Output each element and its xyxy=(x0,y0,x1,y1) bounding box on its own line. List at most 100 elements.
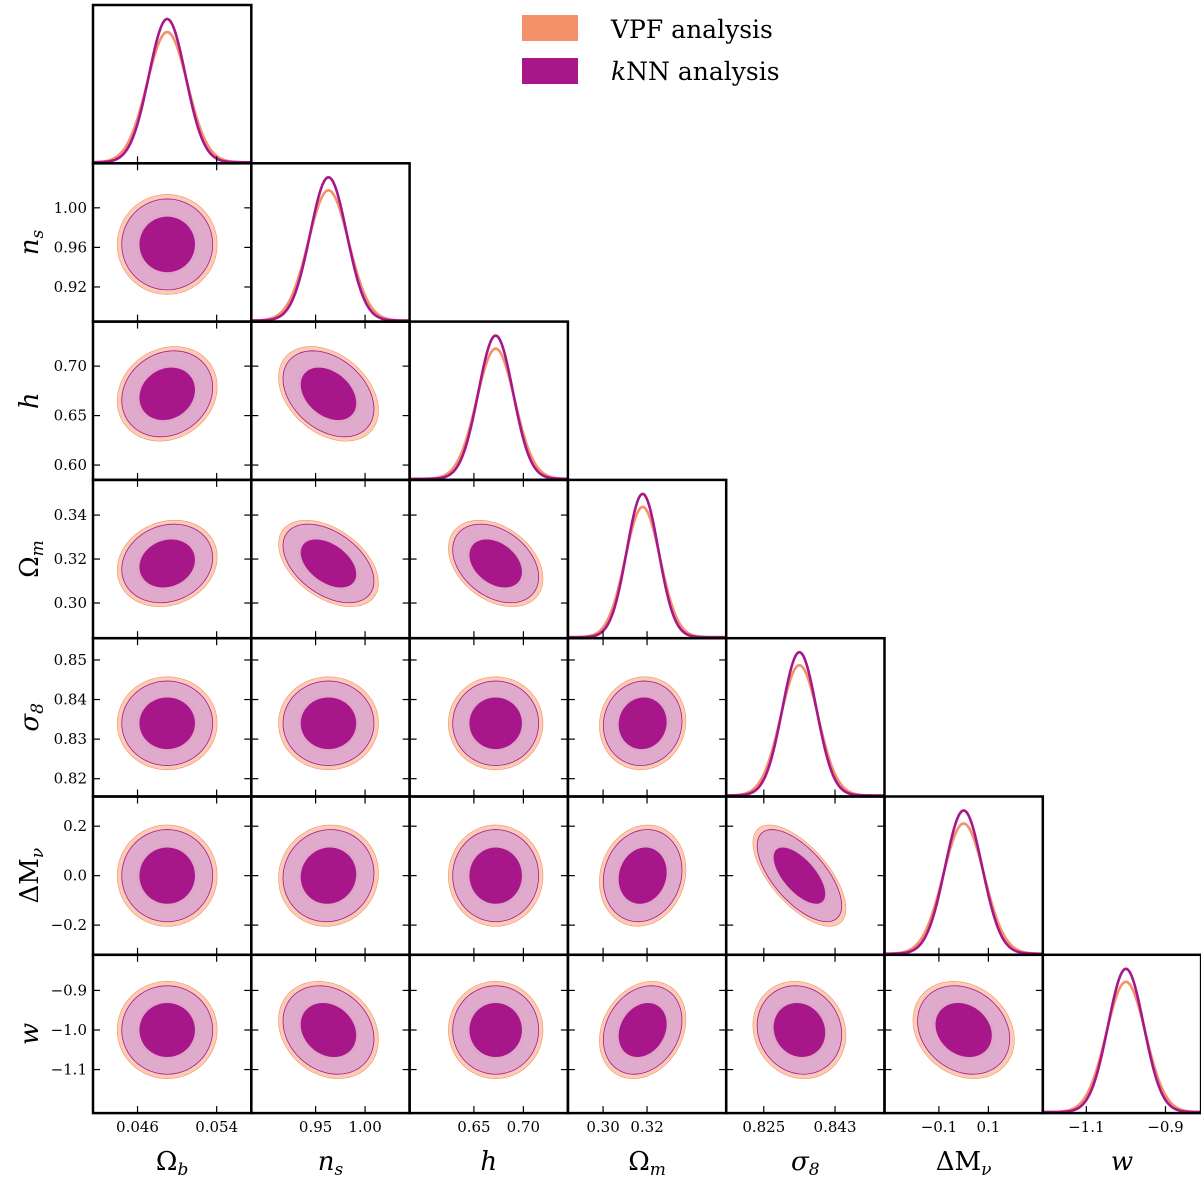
contour-knn-1sigma xyxy=(618,847,667,904)
contour-knn-1sigma xyxy=(469,539,522,588)
panel-dMnu-h xyxy=(408,795,570,957)
x-tick-label: 0.32 xyxy=(630,1118,663,1136)
legend-swatch-vpf xyxy=(522,15,578,41)
x-tick-label: 0.65 xyxy=(457,1118,490,1136)
marginal-vpf-line xyxy=(726,663,885,797)
panel-dMnu-s8 xyxy=(724,795,886,957)
x-tick-label: 0.843 xyxy=(814,1118,857,1136)
x-tick-label: −0.9 xyxy=(1147,1118,1183,1136)
panel-h-Ob: 0.60 0.65 0.70 xyxy=(54,320,253,482)
panel-h-ns xyxy=(250,320,411,482)
panel-body xyxy=(409,334,568,480)
legend-label-knn-k: k xyxy=(611,57,626,86)
panel-body xyxy=(116,981,218,1079)
panel-body xyxy=(116,824,218,927)
panel-dMnu-Om xyxy=(566,795,728,957)
y-tick-label: 0.2 xyxy=(63,817,87,835)
panel-w-ns: 0.95 1.00 xyxy=(250,953,411,1136)
y-tick-label: 0.32 xyxy=(54,550,87,568)
panel-Om-h xyxy=(408,478,570,640)
panel-Om-ns xyxy=(250,478,411,640)
panel-body xyxy=(116,346,218,442)
x-axis-label-Om-sub: m xyxy=(650,1160,666,1180)
y-tick-label: 0.70 xyxy=(54,357,87,375)
panel-frame xyxy=(91,3,253,165)
x-tick-label: 1.00 xyxy=(348,1118,381,1136)
x-axis-label-ns-base: n xyxy=(318,1147,335,1177)
panel-w-dMnu: −0.1 0.1 xyxy=(883,953,1045,1136)
panel-w-Om: 0.30 0.32 xyxy=(566,953,728,1136)
contour-knn-1sigma xyxy=(618,697,667,750)
x-axis-label-s8-sub: 8 xyxy=(809,1160,820,1180)
y-axis-label-h-base: h xyxy=(15,392,45,409)
panel-s8-Ob: 0.82 0.83 0.84 0.85 xyxy=(54,636,253,798)
panel-body xyxy=(93,17,252,164)
y-tick-label: −1.1 xyxy=(51,1061,87,1079)
y-tick-label: 0.60 xyxy=(54,456,87,474)
y-axis-label-ns: ns xyxy=(15,229,48,255)
contour-knn-1sigma xyxy=(469,1002,522,1057)
marginal-knn-line xyxy=(726,650,885,797)
panel-body xyxy=(116,194,218,295)
y-axis-label-s8: σ8 xyxy=(15,703,48,732)
x-axis-label-Om: Ωm xyxy=(628,1147,666,1180)
panel-dMnu-dMnu xyxy=(883,795,1045,957)
panel-body xyxy=(912,981,1015,1079)
x-axis-label-h: h xyxy=(480,1147,497,1177)
marginal-vpf-line xyxy=(93,30,252,164)
x-axis-label-Ob-sub: b xyxy=(177,1160,188,1180)
y-tick-label: 0.83 xyxy=(54,730,87,748)
x-axis-label-w: w xyxy=(1111,1147,1133,1177)
x-axis-label-Ob: Ωb xyxy=(156,1147,188,1180)
x-axis-label-s8-base: σ xyxy=(791,1147,810,1177)
panel-w-s8: 0.825 0.843 xyxy=(724,953,886,1136)
panel-body xyxy=(726,650,885,797)
panel-frame xyxy=(883,795,1045,957)
panel-body xyxy=(278,824,379,927)
y-axis-label-w-base: w xyxy=(15,1023,45,1045)
panel-body xyxy=(1042,967,1201,1114)
y-tick-label: 0.82 xyxy=(54,770,87,788)
panel-body xyxy=(752,981,847,1079)
y-tick-label: 0.84 xyxy=(54,691,87,709)
marginal-vpf-line xyxy=(251,189,410,322)
panel-body xyxy=(448,519,544,608)
contour-knn-1sigma xyxy=(139,1002,195,1057)
y-tick-label: −0.2 xyxy=(51,916,87,934)
panel-w-h: 0.65 0.70 xyxy=(408,953,570,1136)
x-axis-label-w-base: w xyxy=(1111,1147,1133,1177)
y-tick-label: 0.34 xyxy=(54,506,87,524)
panel-ns-ns xyxy=(250,162,411,323)
legend-label-knn-rest: NN analysis xyxy=(626,57,779,86)
contour-knn-1sigma xyxy=(139,367,195,421)
y-tick-label: 0.85 xyxy=(54,651,87,669)
marginal-knn-line xyxy=(93,17,252,164)
contour-knn-1sigma xyxy=(300,539,357,588)
x-axis-label-Om-base: Ω xyxy=(628,1147,650,1177)
y-axis-label-s8-base: σ xyxy=(15,713,45,732)
y-tick-label: 0.0 xyxy=(63,867,87,885)
contour-knn-1sigma xyxy=(300,1002,357,1057)
panel-s8-s8 xyxy=(724,636,886,798)
y-tick-label: 0.65 xyxy=(54,407,87,425)
x-tick-label: −1.1 xyxy=(1068,1118,1104,1136)
contour-knn-1sigma xyxy=(139,539,195,588)
panel-body xyxy=(884,809,1043,955)
panel-Ob-Ob xyxy=(91,3,253,165)
legend: VPF analysis kNN analysis xyxy=(522,15,780,86)
x-axis-label-h-base: h xyxy=(480,1147,497,1177)
panel-body xyxy=(448,676,544,771)
panel-body xyxy=(116,676,218,771)
panel-body xyxy=(448,824,544,927)
panel-body xyxy=(599,676,687,771)
contour-knn-1sigma xyxy=(773,1002,826,1057)
panel-s8-ns xyxy=(250,636,411,798)
panel-w-Ob: 0.046 0.054 −1.1 −1.0 −0.9 xyxy=(51,953,253,1136)
x-axis-label-dMnu-base: ΔM xyxy=(936,1147,981,1177)
x-axis-label-Ob-base: Ω xyxy=(156,1147,178,1177)
contour-knn-1sigma xyxy=(300,847,357,904)
y-axis-label-Om-sub: m xyxy=(28,540,48,556)
contour-knn-1sigma xyxy=(139,697,195,750)
marginal-knn-line xyxy=(1042,967,1201,1114)
